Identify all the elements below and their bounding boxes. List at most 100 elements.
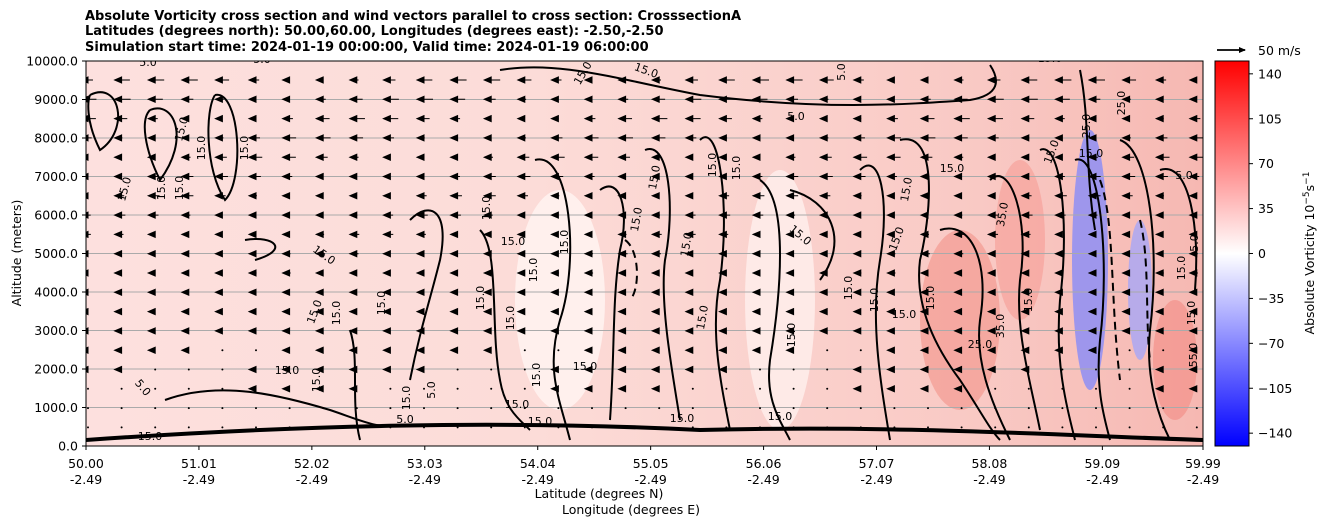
wind-vector (1054, 230, 1063, 239)
wind-vector (113, 172, 123, 181)
wind-vector (221, 426, 224, 429)
wind-vector (818, 192, 831, 200)
wind-vector (650, 114, 668, 123)
wind-vector (718, 153, 727, 161)
wind-vector (1020, 114, 1035, 123)
wind-vector (382, 95, 399, 104)
wind-vector (482, 327, 492, 335)
wind-vector (852, 230, 862, 239)
wind-vector (1121, 153, 1135, 161)
wind-vector (953, 385, 963, 393)
wind-vector (718, 134, 728, 142)
wind-vector (516, 230, 526, 239)
negative-vorticity-region (1072, 130, 1108, 390)
contour-label: 5.0 (425, 381, 438, 399)
wind-vector (314, 153, 328, 161)
wind-vector (818, 288, 828, 297)
wind-vector (953, 192, 963, 200)
contour-label: 15.0 (400, 386, 413, 411)
wind-vector (221, 387, 224, 390)
wind-vector (423, 426, 425, 429)
wind-vector (146, 211, 159, 219)
wind-vector (516, 76, 532, 84)
wind-vector (456, 426, 459, 429)
wind-vector (826, 387, 829, 390)
contour-line (789, 189, 836, 281)
wind-vector (214, 153, 227, 161)
y-tick-label: 6000.0 (34, 208, 78, 223)
wind-vector (886, 114, 898, 123)
wind-vector (953, 134, 968, 142)
wind-vector (751, 76, 769, 84)
wind-vector (852, 153, 868, 161)
wind-vector (1154, 95, 1164, 104)
wind-vector (247, 307, 257, 316)
wind-vector (1061, 368, 1064, 371)
wind-vector (583, 95, 593, 104)
wind-vector (1095, 368, 1097, 371)
wind-vector (348, 211, 358, 219)
wind-vector (348, 76, 359, 84)
wind-vector (650, 76, 662, 84)
wind-vector (423, 407, 425, 410)
wind-vector (792, 407, 795, 410)
contour-label: 5.0 (1188, 234, 1201, 252)
wind-vector (382, 327, 391, 335)
wind-vector (718, 269, 727, 277)
colorbar-tick-label: 140 (1258, 66, 1282, 81)
wind-vector (818, 249, 828, 258)
wind-vector (759, 387, 761, 390)
wind-vector (1054, 269, 1063, 277)
wind-vector (382, 192, 391, 200)
wind-vector (523, 426, 526, 429)
wind-vector (247, 288, 257, 297)
wind-vector (1128, 407, 1131, 410)
wind-vector (247, 269, 257, 277)
contour-label: 15.0 (785, 323, 798, 348)
wind-vector (482, 269, 492, 277)
wind-vector (516, 192, 528, 200)
wind-vector (557, 349, 560, 352)
wind-vector (214, 307, 223, 316)
wind-vector (482, 307, 492, 316)
wind-vector (1020, 95, 1038, 104)
wind-vector (751, 346, 761, 354)
wind-vector (482, 211, 493, 219)
wind-vector (886, 211, 895, 219)
wind-vector (986, 307, 996, 316)
wind-vector (986, 327, 996, 335)
wind-vector (953, 211, 963, 219)
wind-vector (785, 95, 798, 104)
contour-label: 15.0 (504, 306, 517, 331)
wind-vector (550, 385, 559, 393)
contour-label: 15.0 (678, 231, 695, 257)
wind-vector (1154, 327, 1164, 335)
contour-line (1079, 69, 1096, 231)
contour-line (989, 175, 1041, 431)
wind-vector (583, 76, 593, 84)
wind-vector (684, 153, 694, 161)
wind-vector (154, 426, 157, 429)
wind-vector (785, 172, 799, 181)
wind-vector (886, 76, 895, 84)
wind-vector (247, 230, 257, 239)
wind-vector (348, 95, 363, 104)
wind-vector (1087, 327, 1097, 335)
wind-vector (684, 172, 694, 181)
wind-vector (718, 95, 736, 104)
wind-vector (919, 172, 929, 181)
wind-vector (449, 192, 462, 200)
wind-vector (146, 230, 156, 239)
wind-vector (986, 269, 996, 277)
wind-vector (1121, 76, 1137, 84)
contour-label: 15.0 (155, 176, 168, 201)
colorbar-label: Absolute Vorticity 10−5s−1 (1302, 172, 1317, 335)
wind-vector (684, 230, 696, 239)
x-tick-label-lon: -2.49 (973, 472, 1005, 487)
wind-vector (314, 269, 324, 277)
wind-vector (1188, 134, 1203, 142)
x-tick-label-lat: 56.06 (746, 456, 782, 471)
wind-vector (785, 249, 795, 258)
wind-vector (415, 76, 433, 84)
wind-vector (1121, 114, 1131, 123)
